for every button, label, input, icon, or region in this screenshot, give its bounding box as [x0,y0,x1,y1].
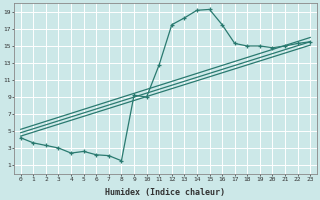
X-axis label: Humidex (Indice chaleur): Humidex (Indice chaleur) [106,188,226,197]
